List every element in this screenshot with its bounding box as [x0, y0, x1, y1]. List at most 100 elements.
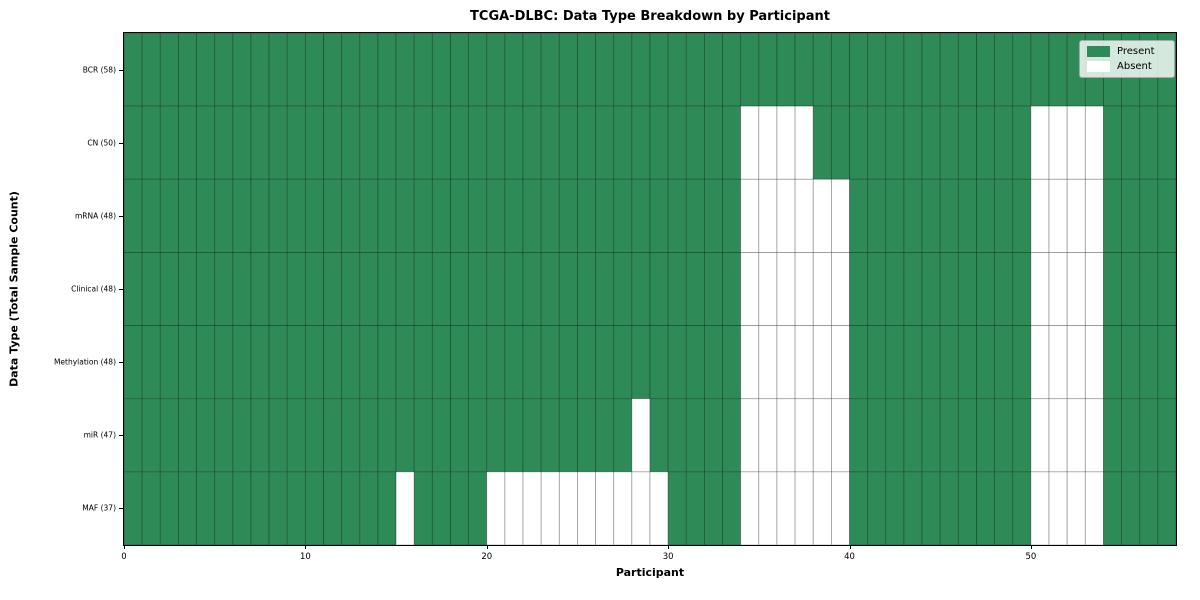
heatmap-cell — [251, 472, 269, 545]
heatmap-cell — [850, 33, 868, 106]
heatmap-cell — [1103, 179, 1121, 252]
x-tick-mark — [849, 545, 851, 549]
heatmap-cell — [233, 252, 251, 325]
heatmap-cell — [777, 33, 795, 106]
heatmap-cell — [614, 179, 632, 252]
heatmap-cell — [269, 106, 287, 179]
heatmap-cell — [178, 326, 196, 399]
legend-swatch-icon — [1087, 61, 1110, 72]
heatmap-cell — [269, 179, 287, 252]
heatmap-cell — [577, 33, 595, 106]
heatmap-cell — [378, 33, 396, 106]
y-tick-mark — [119, 289, 123, 290]
heatmap-cell — [559, 472, 577, 545]
heatmap-cell — [396, 179, 414, 252]
heatmap-cell — [632, 252, 650, 325]
heatmap-cell — [305, 472, 323, 545]
heatmap-cell — [723, 326, 741, 399]
heatmap-cell — [487, 33, 505, 106]
heatmap-cell — [142, 472, 160, 545]
heatmap-cell — [124, 326, 142, 399]
heatmap-cell — [686, 399, 704, 472]
heatmap-cell — [741, 326, 759, 399]
heatmap-cell — [215, 399, 233, 472]
heatmap-cell — [868, 472, 886, 545]
heatmap-cell — [686, 179, 704, 252]
heatmap-cell — [215, 179, 233, 252]
heatmap-cell — [541, 399, 559, 472]
heatmap-cell — [541, 106, 559, 179]
heatmap-cell — [487, 399, 505, 472]
heatmap-cell — [305, 252, 323, 325]
y-axis-label: Data Type (Total Sample Count) — [7, 191, 21, 387]
heatmap-cell — [1031, 106, 1049, 179]
y-tick-mark — [119, 362, 123, 364]
heatmap-cell — [596, 472, 614, 545]
heatmap-cell — [886, 472, 904, 545]
heatmap-cell — [178, 106, 196, 179]
heatmap-cell — [324, 252, 342, 325]
heatmap-cell — [523, 472, 541, 545]
heatmap-cell — [1085, 399, 1103, 472]
heatmap-cell — [142, 252, 160, 325]
heatmap-cell — [505, 326, 523, 399]
heatmap-cell — [360, 472, 378, 545]
heatmap-cell — [1067, 472, 1085, 545]
heatmap-cell — [541, 472, 559, 545]
heatmap-cell — [414, 179, 432, 252]
heatmap-cell — [668, 399, 686, 472]
heatmap-cell — [396, 252, 414, 325]
heatmap-cell — [741, 399, 759, 472]
heatmap-cell — [596, 399, 614, 472]
heatmap-cell — [940, 33, 958, 106]
heatmap-cell — [160, 179, 178, 252]
legend-entry: Absent — [1087, 61, 1166, 72]
heatmap-cell — [396, 106, 414, 179]
heatmap-cell — [868, 399, 886, 472]
heatmap-cell — [850, 106, 868, 179]
heatmap-cell — [432, 326, 450, 399]
heatmap-cell — [1049, 106, 1067, 179]
heatmap-cell — [523, 326, 541, 399]
heatmap-cell — [795, 326, 813, 399]
heatmap-cell — [178, 399, 196, 472]
heatmap-cell — [432, 106, 450, 179]
heatmap-cell — [287, 106, 305, 179]
heatmap-cell — [324, 399, 342, 472]
heatmap-cell — [559, 179, 577, 252]
x-tick-label: 10 — [299, 552, 311, 562]
heatmap-cell — [541, 326, 559, 399]
heatmap-cell — [142, 179, 160, 252]
heatmap-cell — [396, 33, 414, 106]
heatmap-cell — [777, 179, 795, 252]
heatmap-cell — [178, 472, 196, 545]
heatmap-cell — [197, 252, 215, 325]
heatmap-cell — [559, 106, 577, 179]
heatmap-cell — [233, 33, 251, 106]
heatmap-cell — [1085, 179, 1103, 252]
heatmap-cell — [215, 326, 233, 399]
heatmap-cell — [360, 399, 378, 472]
heatmap-cell — [577, 106, 595, 179]
heatmap-cell — [831, 33, 849, 106]
heatmap-cell — [850, 326, 868, 399]
heatmap-cell — [160, 106, 178, 179]
heatmap-cell — [976, 472, 994, 545]
heatmap-cell — [1049, 33, 1067, 106]
x-tick-label: 30 — [662, 552, 674, 562]
heatmap-cell — [269, 33, 287, 106]
heatmap-cell — [686, 326, 704, 399]
y-tick-label: MAF (37) — [82, 503, 116, 513]
heatmap-cell — [596, 106, 614, 179]
heatmap-cell — [922, 33, 940, 106]
heatmap-cell — [995, 399, 1013, 472]
heatmap-cell — [342, 326, 360, 399]
heatmap-cell — [1103, 106, 1121, 179]
heatmap-cell — [360, 326, 378, 399]
heatmap-cell — [759, 106, 777, 179]
heatmap-cell — [650, 33, 668, 106]
heatmap-cell — [795, 33, 813, 106]
heatmap-cell — [831, 252, 849, 325]
heatmap-cell — [632, 326, 650, 399]
x-tick-label: 0 — [121, 552, 127, 562]
